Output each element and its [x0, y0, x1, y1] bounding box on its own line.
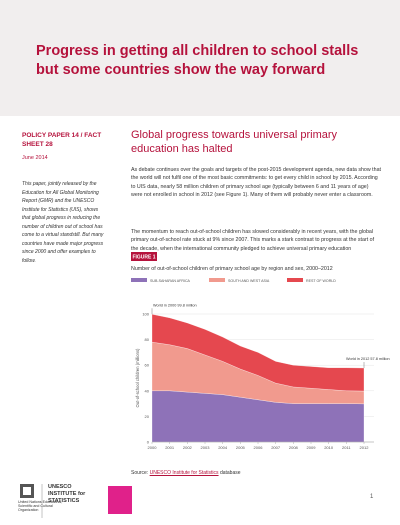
y-axis-label: Out-of-school children (millions) — [135, 348, 140, 407]
y-tick-label: 20 — [145, 414, 150, 419]
area — [151, 314, 365, 392]
legend-label: REST OF WORLD — [306, 279, 336, 283]
y-tick-label: 40 — [145, 388, 150, 393]
x-tick-label: 2011 — [342, 445, 351, 450]
date: June 2014 — [22, 155, 48, 161]
x-tick-label: 2003 — [201, 445, 211, 450]
x-tick-label: 2001 — [165, 445, 175, 450]
paragraph: As debate continues over the goals and t… — [131, 167, 382, 199]
x-tick-label: 2008 — [289, 445, 299, 450]
figure-label: FIGURE 1 — [132, 255, 155, 261]
legend-swatch — [209, 278, 225, 282]
y-tick-label: 0 — [147, 440, 150, 445]
source: Source: UNESCO Institute for Statistics … — [131, 470, 241, 476]
figure-caption: Number of out-of-school children of prim… — [131, 266, 333, 272]
legend-label: SUB-SAHARAN AFRICA — [150, 279, 191, 283]
x-tick-label: 2005 — [236, 445, 246, 450]
paragraph: The momentum to reach out-of-school chil… — [131, 229, 375, 252]
x-tick-label: 2000 — [148, 445, 158, 450]
source-link[interactable]: UNESCO Institute for Statistics — [149, 470, 219, 476]
series-label: POLICY PAPER 14 / FACT SHEET 28 — [22, 132, 102, 148]
logo-efa — [108, 486, 132, 514]
chart: FIGURE 1 Number of out-of-school childre… — [131, 252, 390, 450]
source-prefix: Source: — [131, 470, 149, 476]
annotation: World in 2000 99.8 million — [153, 303, 197, 307]
header-band — [0, 0, 400, 116]
figure-badge — [131, 252, 157, 261]
legend-label: SOUTH AND WEST ASIA — [228, 279, 270, 283]
y-tick-label: 60 — [145, 363, 150, 368]
x-tick-label: 2006 — [254, 445, 264, 450]
x-tick-label: 2010 — [324, 445, 334, 450]
annotation: World in 2012 57.8 million — [346, 357, 390, 361]
summary: This paper, jointly released by the Educ… — [22, 181, 104, 264]
unesco-emblem-inner — [23, 487, 31, 495]
x-tick-label: 2007 — [271, 445, 281, 450]
y-tick-label: 100 — [142, 312, 149, 317]
y-tick-label: 80 — [145, 337, 150, 342]
efa-logo-block — [108, 486, 132, 514]
unesco-text: United Nations Educational, Scientific a… — [18, 500, 63, 513]
x-tick-label: 2012 — [360, 445, 370, 450]
source-suffix: database — [219, 470, 241, 476]
legend-swatch — [131, 278, 147, 282]
x-tick-label: 2004 — [218, 445, 228, 450]
logo-unesco — [20, 484, 43, 518]
section-heading: Global progress towards universal primar… — [131, 129, 338, 155]
x-tick-label: 2002 — [183, 445, 193, 450]
uis-text: UNESCO INSTITUTE for STATISTICS — [48, 484, 86, 504]
x-tick-label: 2009 — [307, 445, 317, 450]
page-title: Progress in getting all children to scho… — [36, 43, 359, 78]
legend-swatch — [287, 278, 303, 282]
page-number: 1 — [370, 494, 374, 500]
